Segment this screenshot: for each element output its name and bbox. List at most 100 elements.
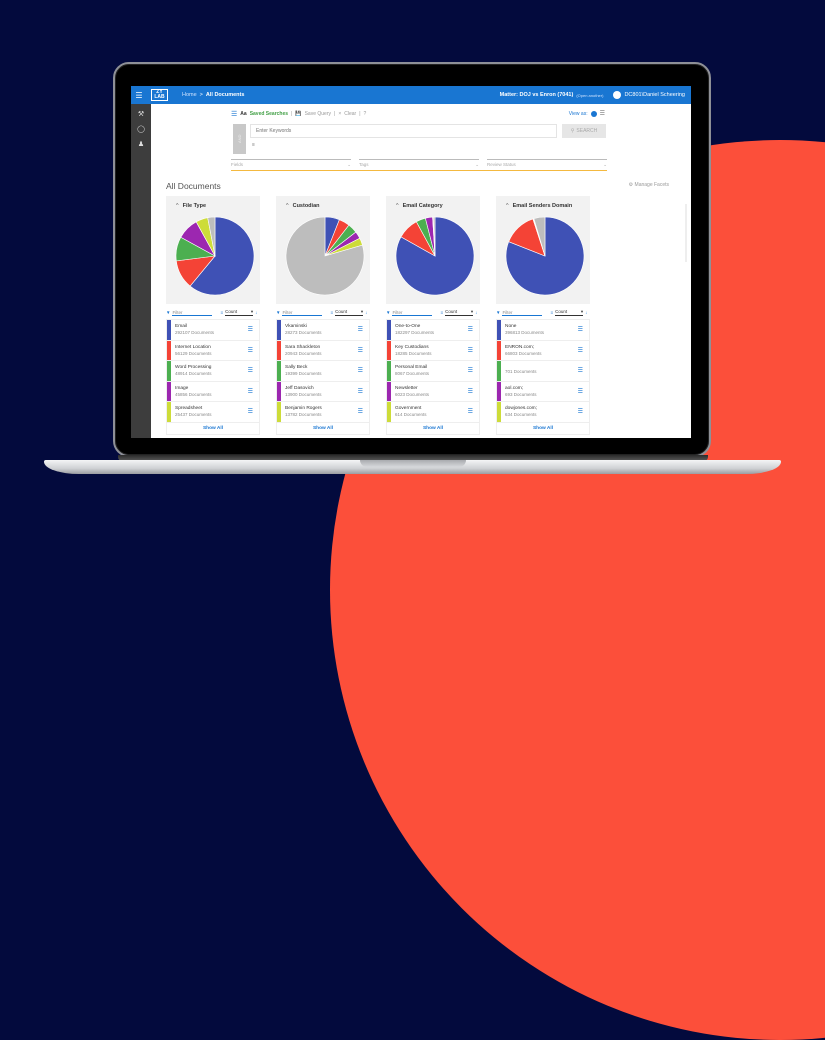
menu-icon[interactable]: ☰ <box>135 90 143 100</box>
save-query-button[interactable]: Save Query <box>304 111 331 117</box>
list-icon[interactable]: ☰ <box>467 409 473 416</box>
list-icon[interactable]: ☰ <box>247 368 253 375</box>
list-icon[interactable]: ☰ <box>467 368 473 375</box>
gear-icon: ⚙ <box>628 182 634 188</box>
list-icon[interactable]: ☰ <box>577 327 583 334</box>
tags-select[interactable]: Tags ⌄ <box>359 159 479 170</box>
show-all-button[interactable]: Show All <box>532 425 554 431</box>
filter-icon: ▼ <box>276 310 281 315</box>
fields-select[interactable]: Fields ⌄ <box>231 159 351 170</box>
facet-list-item[interactable]: Benjamin Rogers 13782 Documents ☰ <box>277 402 369 423</box>
sort-value: Count <box>225 309 238 314</box>
help-button[interactable]: ? <box>363 111 367 117</box>
pie-chart[interactable] <box>505 216 585 296</box>
list-icon[interactable]: ☰ <box>247 388 253 395</box>
facet-list-item[interactable]: Image 45856 Documents ☰ <box>167 381 259 402</box>
facet-list-item[interactable]: None 396813 Documents ☰ <box>497 320 589 341</box>
sort-direction-icon[interactable]: ↓ <box>585 310 588 315</box>
list-icon[interactable]: ☰ <box>357 409 363 416</box>
pie-chart[interactable] <box>395 216 475 296</box>
open-another-link[interactable]: (Open another) <box>576 92 604 98</box>
filter-input[interactable]: Filter <box>172 310 213 316</box>
pie-chart[interactable] <box>285 216 365 296</box>
clear-button[interactable]: Clear <box>344 111 357 117</box>
facet-list-item[interactable]: Internet Location 56129 Documents ☰ <box>167 340 259 361</box>
list-icon[interactable]: ☰ <box>577 388 583 395</box>
facet-list-item[interactable]: Key Custodians 18285 Documents ☰ <box>387 340 479 361</box>
facet-list-item[interactable]: Word Processing 48914 Documents ☰ <box>167 361 259 382</box>
sort-value: Count <box>555 309 568 314</box>
list-icon[interactable]: ☰ <box>357 388 363 395</box>
manage-facets-button[interactable]: ⚙ Manage Facets <box>629 182 669 188</box>
facet-header[interactable]: ^ Email Senders Domain <box>496 196 590 209</box>
facet-list-item[interactable]: aol.com; 693 Documents ☰ <box>497 381 589 402</box>
pie-chart[interactable] <box>175 216 255 296</box>
list-icon[interactable]: ☰ <box>467 327 473 334</box>
list-icon[interactable]: ☰ <box>467 347 473 354</box>
item-count: 6023 Documents <box>395 391 430 397</box>
list-icon[interactable]: ☰ <box>577 347 583 354</box>
review-status-select[interactable]: Review Status ⌄ <box>487 159 607 170</box>
filter-input[interactable]: Filter <box>502 310 543 316</box>
list-icon[interactable]: ☰ <box>357 347 363 354</box>
list-icon[interactable]: ☰ <box>467 388 473 395</box>
list-icon[interactable]: ☰ <box>357 368 363 375</box>
facet-header[interactable]: ^ File Type <box>166 196 260 209</box>
show-all-button[interactable]: Show All <box>422 425 444 431</box>
facet-list-item[interactable]: Vkaminski 28273 Documents ☰ <box>277 320 369 341</box>
list-icon[interactable]: ☰ <box>357 327 363 334</box>
facet-list-item[interactable]: dowjones.com; 634 Documents ☰ <box>497 402 589 423</box>
sort-select[interactable]: Count ▾ <box>445 309 474 316</box>
sort-select[interactable]: Count ▾ <box>225 309 254 316</box>
list-icon[interactable]: ☰ <box>577 409 583 416</box>
people-icon[interactable]: ♟ <box>137 141 145 148</box>
list-icon[interactable]: ☰ <box>247 347 253 354</box>
and-operator[interactable]: AND <box>233 124 246 154</box>
sort-icon[interactable]: ≡ <box>252 142 255 148</box>
facet-header[interactable]: ^ Email Category <box>386 196 480 209</box>
list-icon[interactable]: ☰ <box>247 327 253 334</box>
color-swatch <box>167 340 171 360</box>
facet-header[interactable]: ^ Custodian <box>276 196 370 209</box>
facet-list-item[interactable]: ENRON.com; 66803 Documents ☰ <box>497 340 589 361</box>
keyword-input[interactable] <box>250 124 557 138</box>
facet-list-item[interactable]: Spreadsheet 25437 Documents ☰ <box>167 402 259 423</box>
facet-list-item[interactable]: Email 292107 Documents ☰ <box>167 320 259 341</box>
breadcrumb-home[interactable]: Home <box>182 92 197 98</box>
search-label: SEARCH <box>576 128 598 134</box>
facet-list-item[interactable]: One-to-One 182297 Documents ☰ <box>387 320 479 341</box>
list-icon[interactable]: ☰ <box>247 409 253 416</box>
sort-select[interactable]: Count ▾ <box>335 309 364 316</box>
list-view-icon[interactable]: ☰ <box>599 111 605 117</box>
user-menu[interactable]: DC801\Daniel Scheering <box>613 91 685 99</box>
show-all-button[interactable]: Show All <box>312 425 334 431</box>
text-format-button[interactable]: Aa <box>240 111 247 117</box>
list-icon[interactable]: ☰ <box>231 111 238 118</box>
facet-list-item[interactable]: Jeff Dasovich 13900 Documents ☰ <box>277 381 369 402</box>
logo[interactable]: ZY LAB <box>151 89 168 101</box>
filter-input[interactable]: Filter <box>282 310 323 316</box>
filter-input[interactable]: Filter <box>392 310 433 316</box>
facet-list-item[interactable]: Government 614 Documents ☰ <box>387 402 479 423</box>
facet-chart-card: ^ File Type <box>166 196 260 304</box>
pie-chart-icon[interactable] <box>590 110 597 117</box>
facet-list-item[interactable]: 701 Documents ☰ <box>497 361 589 382</box>
sort-direction-icon[interactable]: ↓ <box>255 310 258 315</box>
sort-value: Count <box>335 309 348 314</box>
facet-list-item[interactable]: Personal Email 8067 Documents ☰ <box>387 361 479 382</box>
facet-list-item[interactable]: Sara Shackleton 20943 Documents ☰ <box>277 340 369 361</box>
scrollbar[interactable] <box>685 204 687 262</box>
help-circle-icon[interactable]: ◯ <box>137 126 145 133</box>
search-button[interactable]: ⚲ SEARCH <box>562 124 606 138</box>
sort-select[interactable]: Count ▾ <box>555 309 584 316</box>
gavel-icon[interactable]: ⚒ <box>137 111 145 118</box>
show-all-button[interactable]: Show All <box>202 425 224 431</box>
list-icon[interactable]: ☰ <box>577 368 583 375</box>
facet-list-item[interactable]: Newsletter 6023 Documents ☰ <box>387 381 479 402</box>
laptop-base <box>44 460 781 474</box>
saved-searches-link[interactable]: Saved Searches <box>249 111 289 117</box>
sort-direction-icon[interactable]: ↓ <box>365 310 368 315</box>
facet-list-item[interactable]: Sally Beck 19399 Documents ☰ <box>277 361 369 382</box>
item-name: Key Custodians <box>395 344 429 350</box>
sort-direction-icon[interactable]: ↓ <box>475 310 478 315</box>
